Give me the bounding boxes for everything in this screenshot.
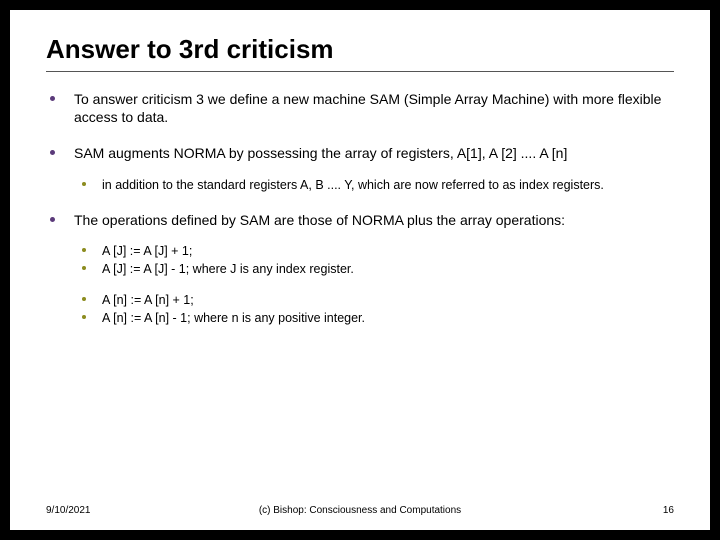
slide: Answer to 3rd criticism To answer critic… — [10, 10, 710, 530]
bullet-text: The operations defined by SAM are those … — [74, 212, 565, 228]
bullet-item: To answer criticism 3 we define a new ma… — [46, 90, 674, 126]
sub-bullet-text: in addition to the standard registers A,… — [102, 178, 604, 192]
title-underline — [46, 71, 674, 72]
sub-bullet-item: A [n] := A [n] + 1; — [74, 292, 674, 308]
slide-footer: 9/10/2021 (c) Bishop: Consciousness and … — [46, 505, 674, 516]
sub-bullet-text: A [J] := A [J] + 1; — [102, 244, 192, 258]
footer-page-number: 16 — [663, 505, 674, 516]
bullet-text: To answer criticism 3 we define a new ma… — [74, 91, 661, 125]
sub-bullet-list: in addition to the standard registers A,… — [74, 177, 674, 193]
sub-bullet-item: A [J] := A [J] + 1; — [74, 243, 674, 259]
sub-bullet-item: A [n] := A [n] - 1; where n is any posit… — [74, 310, 674, 326]
sub-bullet-text: A [n] := A [n] + 1; — [102, 293, 194, 307]
sub-bullet-text: A [n] := A [n] - 1; where n is any posit… — [102, 311, 365, 325]
sub-bullet-item: A [J] := A [J] - 1; where J is any index… — [74, 261, 674, 277]
footer-date: 9/10/2021 — [46, 505, 91, 516]
sub-bullet-list: A [J] := A [J] + 1; A [J] := A [J] - 1; … — [74, 243, 674, 278]
bullet-item: The operations defined by SAM are those … — [46, 211, 674, 326]
slide-title: Answer to 3rd criticism — [46, 34, 674, 65]
bullet-item: SAM augments NORMA by possessing the arr… — [46, 144, 674, 192]
slide-content: To answer criticism 3 we define a new ma… — [46, 90, 674, 326]
bullet-text: SAM augments NORMA by possessing the arr… — [74, 145, 567, 161]
sub-bullet-text: A [J] := A [J] - 1; where J is any index… — [102, 262, 354, 276]
sub-bullet-list: A [n] := A [n] + 1; A [n] := A [n] - 1; … — [74, 292, 674, 327]
sub-bullet-item: in addition to the standard registers A,… — [74, 177, 674, 193]
footer-attribution: (c) Bishop: Consciousness and Computatio… — [46, 505, 674, 516]
bullet-list: To answer criticism 3 we define a new ma… — [46, 90, 674, 326]
